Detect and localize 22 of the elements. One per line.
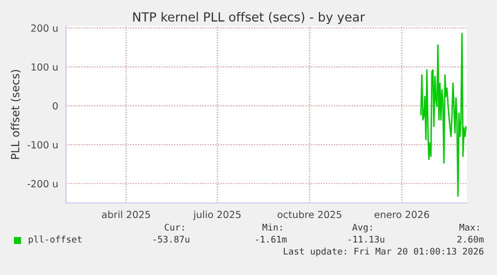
- x-tick-label: julio 2025: [193, 210, 241, 220]
- text: 2.60m: [457, 236, 484, 243]
- x-tick-label: abril 2025: [102, 210, 150, 218]
- text: -53.87u: [154, 236, 190, 243]
- text: -11.13u: [348, 236, 384, 243]
- y-axis-title: PLL offset (secs): [10, 70, 21, 159]
- line-series: [420, 32, 467, 197]
- text: Cur:: [164, 224, 184, 231]
- y-tick-label: -200 u: [28, 180, 58, 188]
- text: -1.61m: [256, 236, 287, 243]
- text: Min:: [262, 224, 282, 231]
- y-tick-label: 100 u: [32, 63, 58, 71]
- legend-label: pll-offset: [28, 236, 82, 244]
- x-tick-label: octubre 2025: [278, 210, 342, 218]
- y-tick-label: 0: [52, 102, 58, 110]
- y-tick-label: -100 u: [28, 141, 58, 148]
- chart-title: NTP kernel PLL offset (secs) - by year: [133, 12, 365, 24]
- text: Max:: [460, 224, 479, 231]
- text: Last update: Fri Mar 20 01:00:13 2026: [284, 248, 484, 256]
- y-tick-label: 200 u: [31, 24, 58, 32]
- text: Avg:: [352, 224, 372, 232]
- x-tick-label: enero 2026: [374, 210, 430, 218]
